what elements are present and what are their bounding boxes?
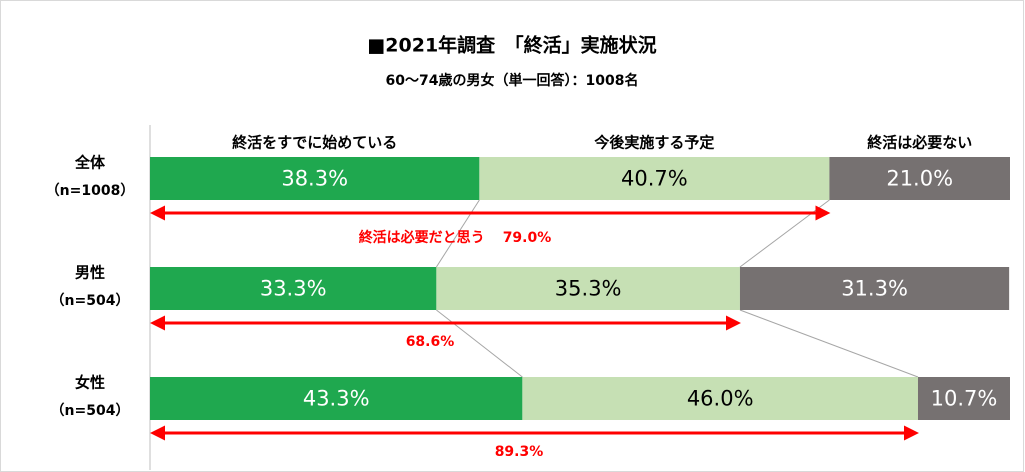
bar-segment — [829, 157, 1010, 200]
arrow-label: 終活は必要だと思う — [359, 229, 485, 246]
arrow-value-label: 89.3% — [495, 444, 544, 460]
bar-segment — [479, 157, 830, 200]
bar-segment — [739, 267, 1010, 310]
legend-label: 終活をすでに始めている — [232, 134, 397, 152]
value-label: 35.3% — [555, 277, 622, 301]
bar-segment — [150, 157, 480, 200]
chart-title: ■2021年調査 「終活」実施状況 — [367, 34, 656, 57]
category-label: 女性 — [75, 374, 105, 392]
category-note: （n=504） — [51, 293, 130, 309]
value-label: 46.0% — [687, 387, 754, 411]
legend-label: 今後実施する予定 — [593, 134, 714, 152]
category-label: 全体 — [74, 154, 106, 172]
category-label: 男性 — [75, 264, 105, 282]
connector-line — [739, 309, 919, 378]
legend-label: 終活は必要ない — [867, 134, 972, 152]
chart-subtitle: 60～74歳の男女（単一回答）：1008名 — [386, 72, 639, 89]
bar-segment — [436, 267, 740, 310]
value-label: 33.3% — [260, 277, 327, 301]
category-note: （n=504） — [51, 403, 130, 419]
value-label: 31.3% — [841, 277, 908, 301]
category-note: （n=1008） — [46, 183, 135, 199]
bar-segment — [150, 377, 523, 420]
arrow-value-label: 79.0% — [503, 230, 552, 246]
arrow-value-label: 68.6% — [406, 334, 455, 350]
value-label: 40.7% — [621, 167, 688, 191]
bar-segment — [917, 377, 1010, 420]
bar-segment — [522, 377, 918, 420]
value-label: 43.3% — [303, 387, 370, 411]
value-label: 38.3% — [281, 167, 348, 191]
value-label: 21.0% — [886, 167, 953, 191]
value-label: 10.7% — [931, 387, 998, 411]
bar-segment — [150, 267, 437, 310]
